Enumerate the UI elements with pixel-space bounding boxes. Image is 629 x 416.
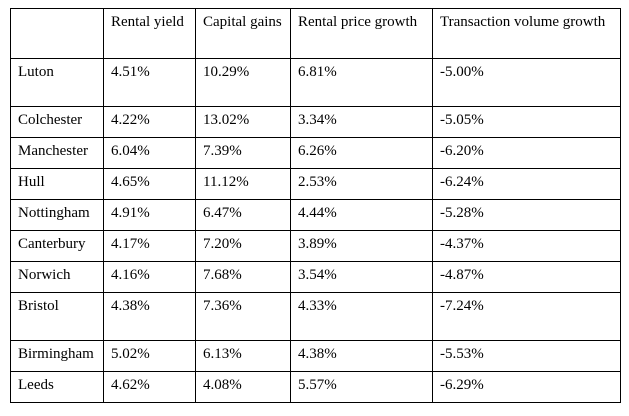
city-cell: Norwich	[10, 261, 104, 293]
table-row: Luton 4.51% 10.29% 6.81% -5.00%	[10, 58, 621, 107]
city-cell: Hull	[10, 168, 104, 200]
value-cell: 3.89%	[290, 230, 433, 262]
table-row: Norwich 4.16% 7.68% 3.54% -4.87%	[10, 261, 621, 293]
table-row: Leeds 4.62% 4.08% 5.57% -6.29%	[10, 371, 621, 403]
value-cell: 10.29%	[195, 58, 291, 107]
value-cell: 13.02%	[195, 106, 291, 138]
city-cell: Leeds	[10, 371, 104, 403]
city-cell: Bristol	[10, 292, 104, 341]
value-cell: 3.34%	[290, 106, 433, 138]
column-header: Transaction volume growth	[432, 8, 621, 59]
value-cell: 7.68%	[195, 261, 291, 293]
value-cell: -5.05%	[432, 106, 621, 138]
value-cell: -6.24%	[432, 168, 621, 200]
value-cell: -5.53%	[432, 340, 621, 372]
table-body: Luton 4.51% 10.29% 6.81% -5.00% Colchester 4.2…	[10, 58, 621, 403]
value-cell: -7.24%	[432, 292, 621, 341]
table-row: Hull 4.65% 11.12% 2.53% -6.24%	[10, 168, 621, 200]
column-header: Rental price growth	[290, 8, 433, 59]
column-header: Rental yield	[103, 8, 196, 59]
value-cell: 4.65%	[103, 168, 196, 200]
value-cell: -5.28%	[432, 199, 621, 231]
value-cell: 3.54%	[290, 261, 433, 293]
value-cell: 4.44%	[290, 199, 433, 231]
value-cell: 5.57%	[290, 371, 433, 403]
value-cell: 4.51%	[103, 58, 196, 107]
value-cell: 4.08%	[195, 371, 291, 403]
value-cell: 6.13%	[195, 340, 291, 372]
value-cell: -6.20%	[432, 137, 621, 169]
table-row: Canterbury 4.17% 7.20% 3.89% -4.37%	[10, 230, 621, 262]
value-cell: 7.20%	[195, 230, 291, 262]
value-cell: 7.39%	[195, 137, 291, 169]
city-cell: Birmingham	[10, 340, 104, 372]
value-cell: 4.38%	[103, 292, 196, 341]
value-cell: 2.53%	[290, 168, 433, 200]
value-cell: 4.33%	[290, 292, 433, 341]
city-cell: Manchester	[10, 137, 104, 169]
value-cell: -6.29%	[432, 371, 621, 403]
value-cell: -4.37%	[432, 230, 621, 262]
value-cell: 4.17%	[103, 230, 196, 262]
value-cell: 5.02%	[103, 340, 196, 372]
table-header-row: Rental yield Capital gains Rental price gr…	[10, 8, 621, 59]
value-cell: -5.00%	[432, 58, 621, 107]
value-cell: 6.47%	[195, 199, 291, 231]
city-cell: Colchester	[10, 106, 104, 138]
value-cell: 6.26%	[290, 137, 433, 169]
value-cell: 4.38%	[290, 340, 433, 372]
value-cell: 4.91%	[103, 199, 196, 231]
table-row: Birmingham 5.02% 6.13% 4.38% -5.53%	[10, 340, 621, 372]
value-cell: 7.36%	[195, 292, 291, 341]
table-row: Colchester 4.22% 13.02% 3.34% -5.05%	[10, 106, 621, 138]
city-cell: Canterbury	[10, 230, 104, 262]
value-cell: 4.22%	[103, 106, 196, 138]
column-header: Capital gains	[195, 8, 291, 59]
value-cell: 6.04%	[103, 137, 196, 169]
table-row: Nottingham 4.91% 6.47% 4.44% -5.28%	[10, 199, 621, 231]
city-property-metrics-table: Rental yield Capital gains Rental price gr…	[10, 8, 621, 403]
value-cell: -4.87%	[432, 261, 621, 293]
value-cell: 4.62%	[103, 371, 196, 403]
corner-header-cell	[10, 8, 104, 59]
table-row: Bristol 4.38% 7.36% 4.33% -7.24%	[10, 292, 621, 341]
value-cell: 6.81%	[290, 58, 433, 107]
value-cell: 4.16%	[103, 261, 196, 293]
table-row: Manchester 6.04% 7.39% 6.26% -6.20%	[10, 137, 621, 169]
city-cell: Luton	[10, 58, 104, 107]
city-cell: Nottingham	[10, 199, 104, 231]
value-cell: 11.12%	[195, 168, 291, 200]
